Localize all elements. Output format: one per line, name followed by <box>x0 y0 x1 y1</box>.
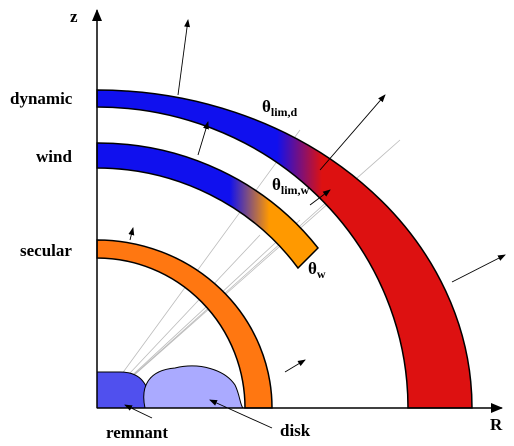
theta-lim-d: θlim,d <box>262 97 298 119</box>
arrow <box>320 95 385 170</box>
arrow <box>130 228 133 240</box>
arrow <box>285 360 305 372</box>
arrow <box>198 122 208 155</box>
theta-w: θw <box>308 259 326 281</box>
remnant-shape <box>97 372 150 408</box>
arrow <box>452 255 505 282</box>
r-label: R <box>490 415 503 434</box>
diagram: z R dynamic wind secular remnant disk θl… <box>0 0 514 446</box>
dynamic-label: dynamic <box>10 89 73 108</box>
arrow <box>178 20 188 95</box>
z-label: z <box>70 7 78 26</box>
disk-shape <box>144 366 243 408</box>
wind-label: wind <box>36 147 72 166</box>
disk-label: disk <box>280 421 311 440</box>
secular-label: secular <box>20 241 72 260</box>
remnant-label: remnant <box>106 423 168 442</box>
